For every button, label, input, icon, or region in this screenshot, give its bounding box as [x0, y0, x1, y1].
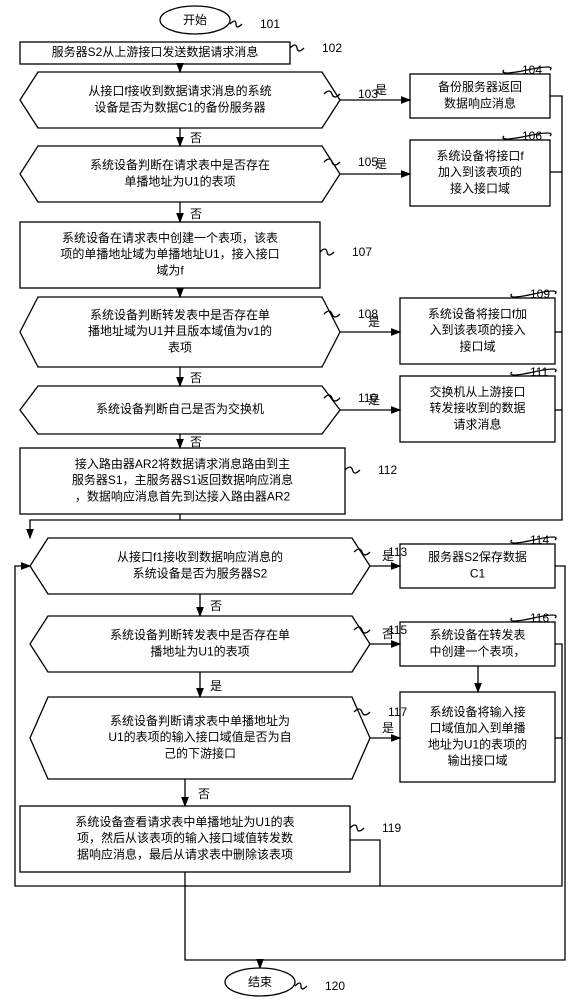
svg-text:101: 101	[260, 17, 280, 31]
svg-text:输出接口域: 输出接口域	[447, 752, 507, 767]
svg-text:口域值加入到单播: 口域值加入到单播	[429, 720, 525, 735]
svg-text:U1的表项的输入接口域值是否为自: U1的表项的输入接口域值是否为自	[108, 729, 291, 744]
svg-text:是: 是	[382, 721, 394, 735]
svg-text:104: 104	[522, 63, 542, 77]
svg-text:否: 否	[198, 787, 210, 801]
svg-text:服务器S1，主服务器S1返回数据响应消息: 服务器S1，主服务器S1返回数据响应消息	[72, 472, 293, 487]
svg-text:117: 117	[388, 705, 407, 719]
svg-text:设备是否为数据C1的备份服务器: 设备是否为数据C1的备份服务器	[94, 99, 265, 114]
svg-text:单播地址为U1的表项: 单播地址为U1的表项	[124, 173, 235, 188]
svg-text:系统设备是否为服务器S2: 系统设备是否为服务器S2	[133, 565, 268, 580]
svg-text:107: 107	[352, 245, 372, 259]
svg-text:是: 是	[368, 315, 380, 329]
svg-text:是: 是	[382, 549, 394, 563]
svg-text:是: 是	[375, 157, 387, 171]
svg-text:系统设备在转发表: 系统设备在转发表	[429, 627, 525, 642]
svg-text:否: 否	[190, 207, 202, 221]
svg-text:系统设备将接口f: 系统设备将接口f	[436, 148, 524, 163]
svg-text:系统设备判断在请求表中是否存在: 系统设备判断在请求表中是否存在	[90, 157, 270, 172]
svg-text:否: 否	[190, 131, 202, 145]
svg-text:服务器S2保存数据: 服务器S2保存数据	[428, 549, 527, 564]
svg-text:否: 否	[190, 435, 202, 449]
svg-text:项，然后从该表项的输入接口域值转发数: 项，然后从该表项的输入接口域值转发数	[77, 830, 293, 845]
svg-text:111: 111	[530, 365, 549, 379]
svg-text:C1: C1	[470, 566, 486, 580]
svg-text:请求消息: 请求消息	[453, 416, 501, 431]
svg-text:系统设备判断转发表中是否存在单: 系统设备判断转发表中是否存在单	[110, 627, 290, 642]
svg-text:是: 是	[368, 393, 380, 407]
svg-text:从接口f接收到数据请求消息的系统: 从接口f接收到数据请求消息的系统	[88, 83, 271, 98]
svg-text:数据响应消息: 数据响应消息	[444, 95, 516, 110]
svg-text:接入路由器AR2将数据请求消息路由到主: 接入路由器AR2将数据请求消息路由到主	[75, 456, 290, 471]
svg-text:系统设备将输入接: 系统设备将输入接	[429, 704, 525, 719]
svg-text:结束: 结束	[248, 975, 272, 989]
svg-text:己的下游接口: 己的下游接口	[164, 745, 236, 760]
svg-text:否: 否	[190, 371, 202, 385]
svg-text:系统设备判断请求表中单播地址为: 系统设备判断请求表中单播地址为	[110, 713, 290, 728]
svg-text:系统设备查看请求表中单播地址为U1的表: 系统设备查看请求表中单播地址为U1的表	[75, 814, 294, 829]
svg-text:是: 是	[210, 679, 222, 693]
svg-text:116: 116	[530, 611, 549, 625]
svg-text:开始: 开始	[183, 13, 207, 27]
svg-text:播地址域为U1并且版本域值为v1的: 播地址域为U1并且版本域值为v1的	[88, 323, 272, 338]
svg-text:114: 114	[530, 533, 549, 547]
svg-text:服务器S2从上游接口发送数据请求消息: 服务器S2从上游接口发送数据请求消息	[52, 44, 259, 59]
svg-text:接入接口域: 接入接口域	[450, 180, 510, 195]
svg-text:加入到该表项的: 加入到该表项的	[438, 164, 522, 179]
svg-text:表项: 表项	[168, 340, 192, 354]
svg-text:102: 102	[322, 41, 342, 55]
svg-text:，数据响应消息首先到达接入路由器AR2: ，数据响应消息首先到达接入路由器AR2	[75, 488, 291, 503]
svg-text:转发接收到的数据: 转发接收到的数据	[429, 400, 525, 415]
svg-text:系统设备判断转发表中是否存在单: 系统设备判断转发表中是否存在单	[90, 307, 270, 322]
svg-text:106: 106	[522, 129, 542, 143]
svg-text:据响应消息，最后从请求表中删除该表项: 据响应消息，最后从请求表中删除该表项	[77, 846, 293, 861]
svg-text:地址为U1的表项的: 地址为U1的表项的	[428, 736, 527, 751]
svg-text:播地址为U1的表项: 播地址为U1的表项	[150, 643, 249, 658]
svg-text:入到该表项的接入: 入到该表项的接入	[429, 322, 525, 337]
flowchart-canvas: 开始 101服务器S2从上游接口发送数据请求消息 102 备份服务器返回数据响应消息 1…	[0, 0, 572, 1000]
svg-text:112: 112	[378, 463, 397, 477]
svg-text:系统设备在请求表中创建一个表项，该表: 系统设备在请求表中创建一个表项，该表	[62, 230, 278, 245]
svg-text:109: 109	[530, 287, 550, 301]
svg-text:项的单播地址域为单播地址U1，接入接口: 项的单播地址域为单播地址U1，接入接口	[60, 246, 279, 261]
svg-text:120: 120	[325, 979, 345, 993]
svg-text:系统设备判断自己是否为交换机: 系统设备判断自己是否为交换机	[96, 401, 264, 416]
svg-text:是: 是	[375, 83, 387, 97]
svg-text:中创建一个表项，: 中创建一个表项，	[429, 643, 525, 658]
svg-text:域为f: 域为f	[156, 263, 184, 277]
svg-text:否: 否	[382, 627, 394, 641]
svg-text:系统设备将接口f加: 系统设备将接口f加	[428, 306, 527, 321]
svg-text:接口域: 接口域	[459, 338, 495, 353]
svg-text:交换机从上游接口: 交换机从上游接口	[429, 384, 525, 399]
svg-text:否: 否	[210, 599, 222, 613]
svg-text:备份服务器返回: 备份服务器返回	[438, 79, 522, 94]
svg-text:从接口f1接收到数据响应消息的: 从接口f1接收到数据响应消息的	[117, 549, 283, 564]
svg-text:119: 119	[382, 821, 401, 835]
